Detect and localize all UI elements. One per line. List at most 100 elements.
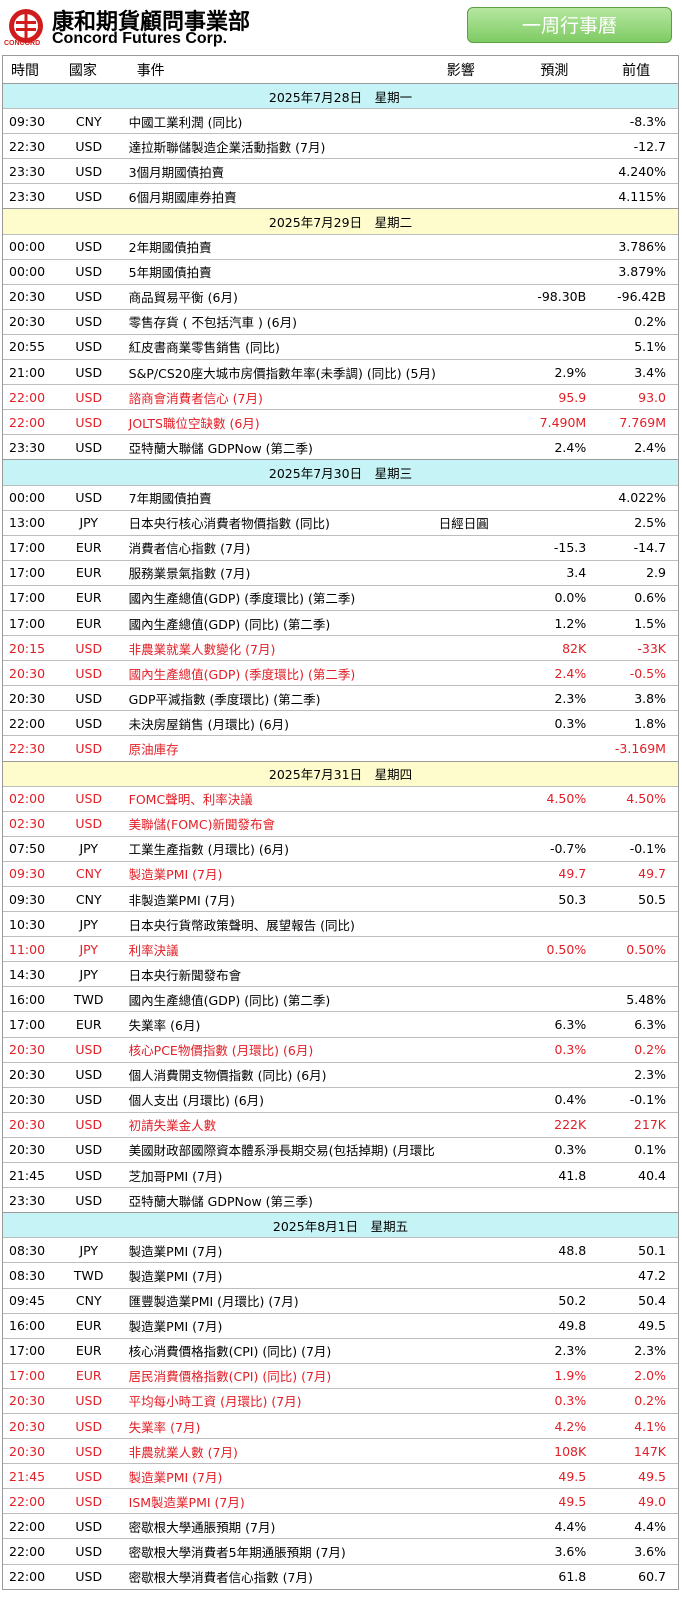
country-cell: USD: [75, 188, 103, 204]
event-row: 11:00 JPY 利率決議 0.50% 0.50%: [3, 936, 678, 961]
country-cell: USD: [75, 1092, 103, 1108]
event-cell: 製造業PMI (7月): [128, 1243, 223, 1259]
event-row: 22:00 USD ISM製造業PMI (7月) 49.5 49.0: [3, 1488, 678, 1513]
time-cell: 22:00: [9, 1518, 46, 1534]
country-cell: USD: [75, 665, 103, 681]
time-cell: 21:00: [9, 364, 46, 380]
event-row: 20:30 USD 初請失業金人數 222K 217K: [3, 1111, 678, 1137]
country-cell: TWD: [73, 1267, 104, 1283]
event-row: 20:30 USD 非農就業人數 (7月) 108K 147K: [3, 1438, 678, 1463]
event-cell: 國內生產總值(GDP) (同比) (第二季): [128, 992, 331, 1008]
country-cell: EUR: [75, 565, 102, 581]
time-cell: 20:30: [9, 1142, 46, 1158]
event-cell: 製造業PMI (7月): [128, 1268, 223, 1284]
previous-cell: 3.6%: [634, 1543, 666, 1559]
day-header-row: 2025年7月31日 星期四: [3, 760, 678, 786]
country-cell: USD: [75, 138, 103, 154]
event-row: 08:30 TWD 製造業PMI (7月) 47.2: [3, 1262, 678, 1287]
event-cell: S&P/CS20座大城市房價指數年率(未季調) (同比) (5月): [128, 365, 435, 381]
table-body: 2025年7月28日 星期一 09:30 CNY 中國工業利潤 (同比) -8.3% 22…: [3, 83, 678, 1589]
time-cell: 23:30: [9, 188, 46, 204]
country-cell: USD: [75, 1142, 103, 1158]
time-cell: 22:00: [9, 1543, 46, 1559]
event-row: 22:00 USD 密歇根大學通脹預期 (7月) 4.4% 4.4%: [3, 1513, 678, 1538]
forecast-cell: 0.3%: [554, 1042, 587, 1058]
forecast-cell: 1.9%: [554, 1368, 587, 1384]
country-cell: USD: [75, 289, 103, 305]
previous-cell: 49.0: [638, 1493, 666, 1509]
event-cell: 零售存貨 ( 不包括汽車 ) (6月): [128, 315, 298, 331]
previous-cell: 5.1%: [634, 339, 666, 355]
event-cell: 非農就業人數 (7月): [128, 1444, 238, 1460]
time-cell: 20:30: [9, 1117, 46, 1133]
event-row: 17:00 EUR 國內生產總值(GDP) (季度環比) (第二季) 0.0% 0.6%: [3, 584, 678, 610]
country-cell: JPY: [79, 515, 99, 531]
time-cell: 02:30: [9, 816, 46, 832]
previous-cell: 0.1%: [634, 1142, 666, 1158]
time-cell: 13:00: [9, 515, 46, 531]
forecast-cell: 2.3%: [554, 690, 587, 706]
event-row: 09:30 CNY 中國工業利潤 (同比) -8.3%: [3, 108, 678, 133]
previous-cell: 4.4%: [634, 1518, 666, 1534]
previous-cell: 93.0: [638, 389, 666, 405]
event-cell: 製造業PMI (7月): [128, 867, 223, 883]
previous-cell: 50.5: [638, 891, 666, 907]
forecast-cell: 222K: [554, 1117, 587, 1133]
event-row: 02:30 USD 美聯儲(FOMC)新聞發布會: [3, 810, 678, 836]
event-row: 23:30 USD 6個月期國庫券拍賣 4.115%: [3, 183, 678, 208]
previous-cell: 2.4%: [634, 439, 666, 455]
event-cell: 日本央行新聞發布會: [128, 967, 242, 983]
previous-cell: -12.7: [633, 138, 666, 154]
event-row: 02:00 USD FOMC聲明、利率決議 4.50% 4.50%: [3, 785, 678, 811]
previous-cell: 60.7: [638, 1569, 666, 1585]
previous-cell: 0.2%: [634, 1042, 666, 1058]
country-cell: USD: [75, 1067, 103, 1083]
time-cell: 20:30: [9, 1067, 46, 1083]
company-name-en: Concord Futures Corp.: [52, 30, 228, 47]
event-cell: 芝加哥PMI (7月): [128, 1168, 223, 1184]
event-cell: GDP平減指數 (季度環比) (第二季): [128, 691, 321, 707]
previous-cell: -0.5%: [629, 665, 666, 681]
time-cell: 08:30: [9, 1267, 46, 1283]
time-cell: 21:45: [9, 1167, 46, 1183]
previous-cell: -8.3%: [629, 113, 666, 129]
country-cell: JPY: [79, 916, 99, 932]
company-name-cn: 康和期貨顧問事業部: [52, 10, 251, 35]
event-row: 22:30 USD 原油庫存 -3.169M: [3, 735, 678, 760]
time-cell: 22:30: [9, 138, 46, 154]
previous-cell: 1.5%: [634, 615, 666, 631]
col-header-previous: 前值: [622, 62, 651, 79]
event-cell: 美國財政部國際資本體系淨長期交易(包括掉期) (月環比) (6月): [128, 1143, 435, 1159]
event-row: 21:45 USD 芝加哥PMI (7月) 41.8 40.4: [3, 1162, 678, 1187]
event-row: 22:00 USD 密歇根大學消費者5年期通脹預期 (7月) 3.6% 3.6%: [3, 1538, 678, 1563]
previous-cell: 7.769M: [619, 414, 666, 430]
country-cell: EUR: [75, 1017, 102, 1033]
country-cell: CNY: [75, 891, 102, 907]
event-row: 00:00 USD 5年期國債拍賣 3.879%: [3, 258, 678, 284]
event-row: 17:00 EUR 居民消費價格指數(CPI) (同比) (7月) 1.9% 2.0%: [3, 1362, 678, 1388]
country-cell: EUR: [75, 1368, 102, 1384]
previous-cell: 4.022%: [618, 490, 666, 506]
event-row: 20:30 USD GDP平減指數 (季度環比) (第二季) 2.3% 3.8%: [3, 685, 678, 710]
event-cell: 非製造業PMI (7月): [128, 892, 235, 908]
time-cell: 17:00: [9, 1368, 46, 1384]
country-cell: USD: [75, 1443, 103, 1459]
weekly-calendar-button[interactable]: 一周行事曆: [467, 7, 672, 43]
forecast-cell: 2.4%: [554, 665, 587, 681]
country-cell: USD: [75, 1493, 103, 1509]
event-cell: 5年期國債拍賣: [128, 265, 212, 281]
event-cell: 失業率 (6月): [128, 1018, 201, 1034]
previous-cell: 3.8%: [634, 690, 666, 706]
country-cell: EUR: [75, 615, 102, 631]
event-row: 20:15 USD 非農業就業人數變化 (7月) 82K -33K: [3, 635, 678, 660]
forecast-cell: -15.3: [553, 540, 587, 556]
event-row: 09:30 CNY 製造業PMI (7月) 49.7 49.7: [3, 860, 678, 886]
event-cell: 原油庫存: [128, 741, 179, 757]
previous-cell: 49.5: [638, 1468, 666, 1484]
col-header-event: 事件: [136, 62, 165, 79]
country-cell: USD: [75, 1569, 103, 1585]
event-cell: 6個月期國庫券拍賣: [128, 189, 237, 205]
event-row: 20:30 USD 商品貿易平衡 (6月) -98.30B -96.42B: [3, 283, 678, 309]
previous-cell: 49.7: [638, 866, 666, 882]
event-row: 17:00 EUR 核心消費價格指數(CPI) (同比) (7月) 2.3% 2.3%: [3, 1337, 678, 1363]
